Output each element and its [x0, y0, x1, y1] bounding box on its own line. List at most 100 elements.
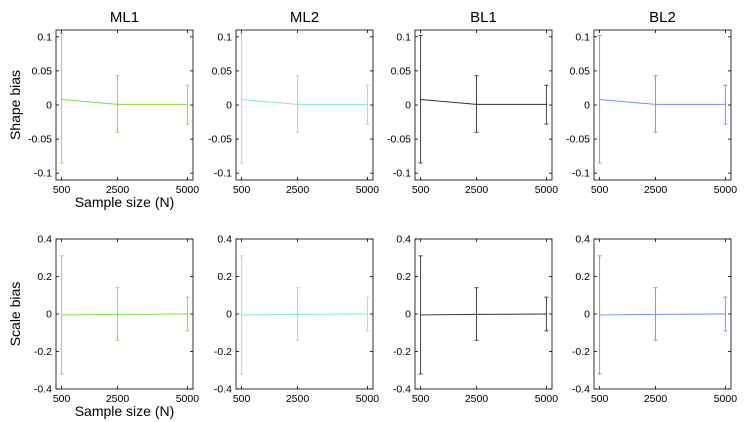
y-tick-label: 0 — [46, 100, 52, 112]
x-tick-label: 500 — [53, 393, 71, 405]
y-tick-label: 0.05 — [212, 65, 233, 77]
panel-title: ML1 — [110, 9, 139, 26]
y-tick-label: 0.05 — [32, 65, 53, 77]
y-tick-label: 0.1 — [217, 31, 232, 43]
y-tick-label: 0.4 — [37, 234, 52, 246]
panel-1-2: -0.4 -0.2 0 0.2 0.4 500 2500 5000 — [393, 234, 558, 406]
data-point — [598, 314, 601, 316]
axes-frame — [593, 29, 732, 181]
panel-1-3: -0.4 -0.2 0 0.2 0.4 500 2500 5000 — [572, 234, 737, 406]
y-tick-label: -0.1 — [572, 168, 590, 180]
y-tick-label: 0 — [584, 309, 590, 321]
axes-frame — [55, 29, 194, 181]
panel-title: BL1 — [470, 9, 497, 26]
y-tick-label: -0.4 — [572, 384, 590, 396]
x-tick-label: 2500 — [106, 184, 130, 196]
y-tick-label: -0.2 — [34, 346, 52, 358]
x-tick-label: 5000 — [356, 184, 380, 196]
series-line — [241, 99, 368, 105]
y-tick-label: 0 — [405, 100, 411, 112]
series-line — [241, 313, 368, 316]
data-point — [475, 103, 478, 106]
y-tick-label: 0.4 — [396, 234, 411, 246]
x-tick-label: 500 — [53, 184, 71, 196]
data-point — [366, 313, 369, 315]
x-tick-label: 2500 — [465, 184, 489, 196]
data-point — [60, 314, 63, 316]
y-tick-label: 0.1 — [575, 31, 590, 43]
data-point — [60, 98, 63, 101]
data-point — [654, 313, 657, 316]
x-tick-label: 2500 — [106, 393, 130, 405]
data-point — [724, 103, 727, 106]
x-tick-label: 500 — [591, 184, 609, 196]
data-point — [296, 313, 299, 316]
panel-0-2: -0.1 -0.05 0 0.05 0.1 500 2500 5000 BL1 — [387, 9, 558, 196]
data-point — [116, 103, 119, 106]
x-tick-label: 5000 — [535, 184, 559, 196]
y-tick-label: 0.1 — [37, 31, 52, 43]
series-line — [599, 313, 726, 316]
data-point — [598, 98, 601, 101]
x-tick-label: 500 — [412, 184, 430, 196]
y-tick-label: 0.4 — [217, 234, 232, 246]
data-point — [186, 103, 189, 106]
data-point — [475, 313, 478, 316]
data-point — [186, 313, 189, 315]
x-tick-label: 2500 — [644, 184, 668, 196]
x-axis-label: Sample size (N) — [75, 403, 175, 419]
y-tick-label: -0.05 — [566, 134, 590, 146]
panel-title: ML2 — [290, 9, 319, 26]
y-tick-label: -0.1 — [34, 168, 52, 180]
data-point — [545, 313, 548, 315]
y-tick-label: 0.05 — [391, 65, 412, 77]
data-point — [654, 103, 657, 106]
series-line — [599, 99, 726, 105]
x-tick-label: 2500 — [644, 393, 668, 405]
x-tick-label: 2500 — [465, 393, 489, 405]
y-axis-label: Scale bias — [7, 282, 23, 347]
data-point — [240, 314, 243, 316]
y-tick-label: 0.2 — [37, 271, 52, 283]
y-tick-label: -0.05 — [28, 134, 52, 146]
panel-title: BL2 — [649, 9, 676, 26]
data-point — [296, 103, 299, 106]
x-tick-label: 500 — [412, 393, 430, 405]
data-point — [366, 103, 369, 106]
y-tick-label: 0.1 — [396, 31, 411, 43]
series-line — [420, 313, 547, 316]
panel-0-3: -0.1 -0.05 0 0.05 0.1 500 2500 5000 BL2 — [566, 9, 737, 196]
y-tick-label: -0.2 — [393, 346, 411, 358]
x-tick-label: 500 — [233, 393, 251, 405]
y-tick-label: -0.4 — [214, 384, 232, 396]
data-point — [419, 314, 422, 316]
x-tick-label: 2500 — [286, 393, 310, 405]
data-point — [116, 313, 119, 316]
y-tick-label: 0 — [405, 309, 411, 321]
y-tick-label: -0.4 — [34, 384, 52, 396]
x-axis-label: Sample size (N) — [75, 194, 175, 210]
y-tick-label: 0.4 — [575, 234, 590, 246]
y-tick-label: -0.2 — [214, 346, 232, 358]
panel-0-0: -0.1 -0.05 0 0.05 0.1 500 2500 5000 ML1 Sample si… — [7, 9, 199, 210]
y-tick-label: -0.05 — [387, 134, 411, 146]
y-tick-label: -0.2 — [572, 346, 590, 358]
x-tick-label: 5000 — [535, 393, 559, 405]
x-tick-label: 5000 — [176, 184, 200, 196]
y-tick-label: 0.05 — [570, 65, 591, 77]
y-tick-label: 0.2 — [217, 271, 232, 283]
data-point — [545, 103, 548, 106]
y-tick-label: 0.2 — [575, 271, 590, 283]
y-tick-label: 0 — [226, 100, 232, 112]
x-tick-label: 5000 — [356, 393, 380, 405]
y-tick-label: -0.05 — [208, 134, 232, 146]
panel-0-1: -0.1 -0.05 0 0.05 0.1 500 2500 5000 ML2 — [208, 9, 379, 196]
y-tick-label: -0.1 — [393, 168, 411, 180]
y-tick-label: 0 — [584, 100, 590, 112]
data-point — [240, 98, 243, 101]
series-line — [61, 99, 188, 105]
series-line — [420, 99, 547, 105]
x-tick-label: 500 — [591, 393, 609, 405]
x-tick-label: 2500 — [286, 184, 310, 196]
